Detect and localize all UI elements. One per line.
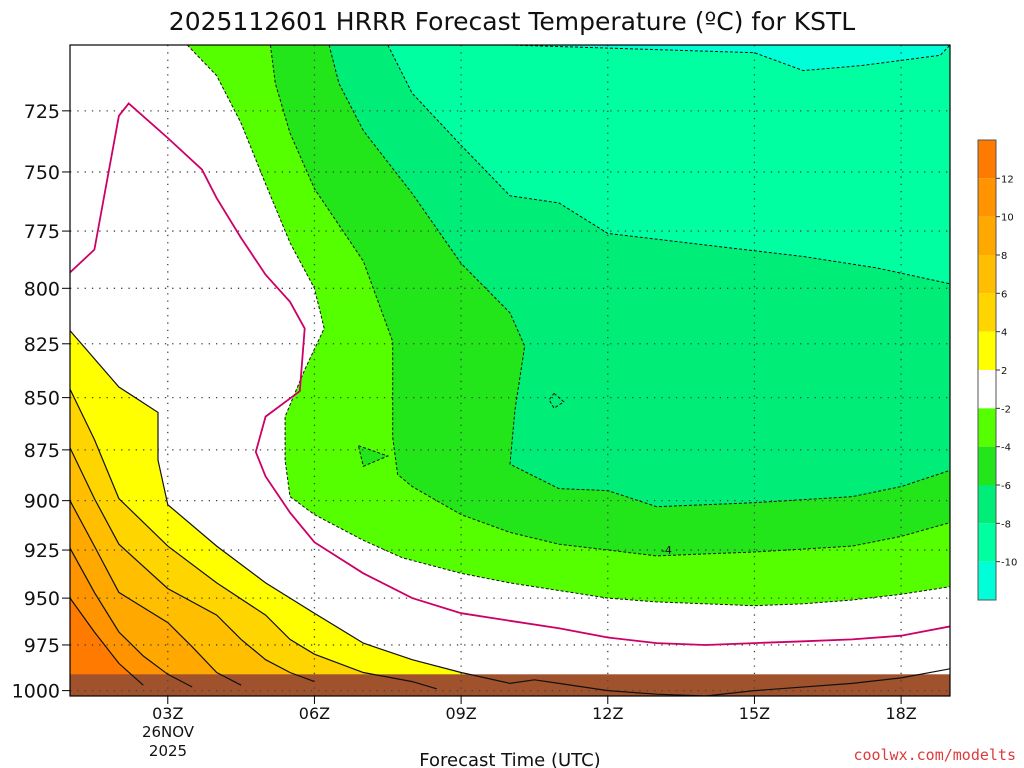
colorbar: 12 10 8 6 4 2 -2 -4 -6 -8 -10: [977, 139, 1017, 601]
colorbar-bin-3: [978, 255, 996, 294]
colorbar-label-4: 4: [1001, 328, 1007, 339]
y-axis: 725 750 775 800 825 850 875 900 925 950 975 1000: [12, 101, 70, 703]
freezing-line-group: [70, 102, 950, 646]
y-tick-label-10: 975: [24, 635, 60, 657]
credit-label: coolwx.com/modelts: [853, 746, 1016, 764]
contour-minus6-line: [328, 45, 950, 508]
freezing-line: [70, 102, 950, 646]
x-tick-label-5: 18Z: [885, 704, 916, 723]
y-tick-label-3: 800: [24, 278, 60, 300]
contour-plus12-line: [70, 547, 193, 688]
y-tick-label-2: 775: [24, 221, 60, 243]
contour-plus10-line: [70, 500, 242, 686]
contour-label: -4: [661, 544, 672, 557]
plot-frame: [69, 44, 951, 697]
colorbar-bin-6: [978, 370, 996, 409]
x-axis-label: Forecast Time (UTC): [419, 750, 600, 768]
colorbar-label-7: -4: [1001, 443, 1011, 454]
y-tick-label-0: 725: [24, 101, 60, 123]
colorbar-label-3: 6: [1001, 289, 1007, 300]
colorbar-bin-10: [978, 523, 996, 562]
x-tick-label-3: 12Z: [592, 704, 623, 723]
colorbar-label-0: 12: [1001, 174, 1014, 185]
chart-title: 2025112601 HRRR Forecast Temperature (ºC…: [169, 7, 855, 36]
contour-minus4-island: [357, 445, 390, 467]
temperature-regions: [70, 45, 950, 696]
colorbar-bin-9: [978, 485, 996, 524]
date-label-day: 26NOV: [142, 723, 195, 741]
colorbar-bin-1: [978, 178, 996, 217]
colorbar-label-5: 2: [1001, 366, 1007, 377]
y-tick-label-8: 925: [24, 540, 60, 562]
colorbar-label-8: -6: [1001, 481, 1011, 492]
colorbar-bin-2: [978, 216, 996, 255]
region-cold-minus10: [510, 45, 950, 71]
y-tick-label-4: 825: [24, 334, 60, 356]
y-tick-label-9: 950: [24, 588, 60, 610]
colorbar-bin-8: [978, 446, 996, 485]
contour-minus8-blob: [548, 393, 565, 409]
grid-lines: [70, 45, 950, 696]
region-warm-12-14: [70, 598, 144, 696]
contour-minus4-line: [269, 45, 950, 557]
region-minus4-island: [358, 445, 388, 467]
colorbar-bin-0: [978, 140, 996, 179]
colorbar-bin-4: [978, 293, 996, 332]
colorbar-label-1: 10: [1001, 213, 1014, 224]
contour-plus14-line: [70, 597, 144, 686]
ground-layer: [70, 674, 950, 696]
x-tick-label-2: 09Z: [445, 704, 476, 723]
y-tick-label-5: 850: [24, 388, 60, 410]
contour-minus2-line: [186, 45, 950, 607]
colorbar-bin-11: [978, 561, 996, 600]
ground-fill: [70, 674, 950, 696]
y-tick-label-6: 875: [24, 440, 60, 462]
x-tick-label-0: 03Z: [152, 704, 183, 723]
y-tick-label-1: 750: [24, 162, 60, 184]
contour-plus4-line: [70, 330, 950, 696]
colorbar-label-10: -10: [1001, 558, 1017, 569]
y-tick-label-11: 1000: [12, 681, 60, 703]
colorbar-label-6: -2: [1001, 404, 1011, 415]
contour-minus10-line: [509, 45, 950, 72]
date-label-year: 2025: [149, 742, 187, 760]
contour-minus8-line: [387, 45, 950, 285]
colorbar-bin-5: [978, 331, 996, 370]
y-tick-label-7: 900: [24, 491, 60, 513]
x-tick-label-4: 15Z: [739, 704, 770, 723]
contour-plus6-line: [70, 388, 437, 690]
colorbar-label-9: -8: [1001, 519, 1011, 530]
contour-plus8-line: [70, 447, 315, 683]
x-tick-label-1: 06Z: [299, 704, 330, 723]
x-axis: 03Z 06Z 09Z 12Z 15Z 18Z: [152, 696, 917, 723]
region-cold-minus8: [387, 45, 950, 284]
isotherm-contours: [70, 45, 950, 696]
colorbar-bin-7: [978, 408, 996, 447]
colorbar-label-2: 8: [1001, 251, 1007, 262]
